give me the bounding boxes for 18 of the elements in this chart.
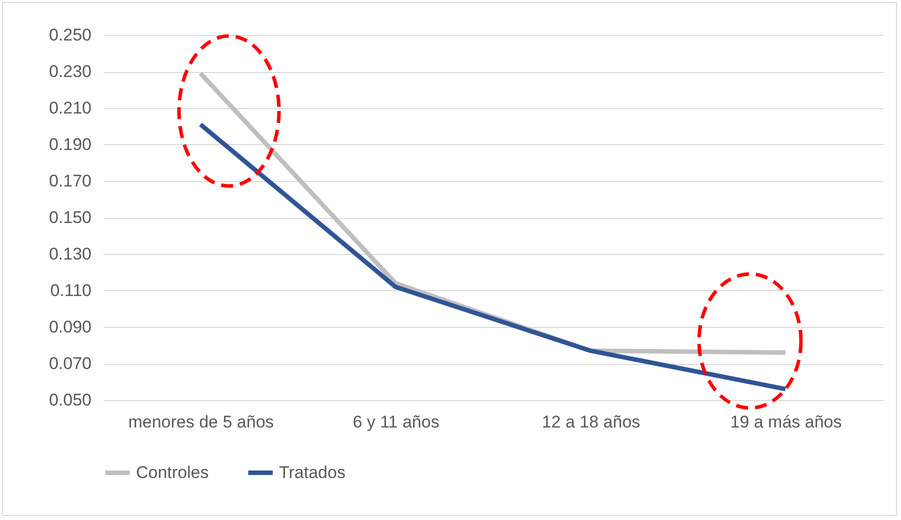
- x-tick-label: menores de 5 años: [128, 412, 274, 432]
- y-tick-label: 0.150: [48, 208, 92, 227]
- y-tick-label: 0.230: [48, 62, 92, 81]
- legend-label: Tratados: [279, 462, 346, 482]
- legend-label: Controles: [136, 462, 209, 482]
- x-tick-label: 19 a más años: [730, 412, 842, 432]
- y-tick-label: 0.250: [48, 26, 92, 44]
- y-tick-label: 0.090: [48, 318, 92, 336]
- y-tick-label: 0.210: [48, 98, 92, 118]
- y-tick-label: 0.070: [48, 354, 92, 373]
- y-tick-label: 0.130: [48, 244, 92, 264]
- y-tick-label: 0.170: [48, 172, 92, 190]
- y-tick-label: 0.190: [48, 135, 92, 154]
- line-series: [198, 122, 788, 392]
- y-tick-label: 0.050: [48, 390, 92, 410]
- x-tick-label: 6 y 11 años: [352, 412, 440, 432]
- x-tick-label: 12 a 18 años: [542, 412, 640, 432]
- y-tick-label: 0.110: [50, 281, 92, 300]
